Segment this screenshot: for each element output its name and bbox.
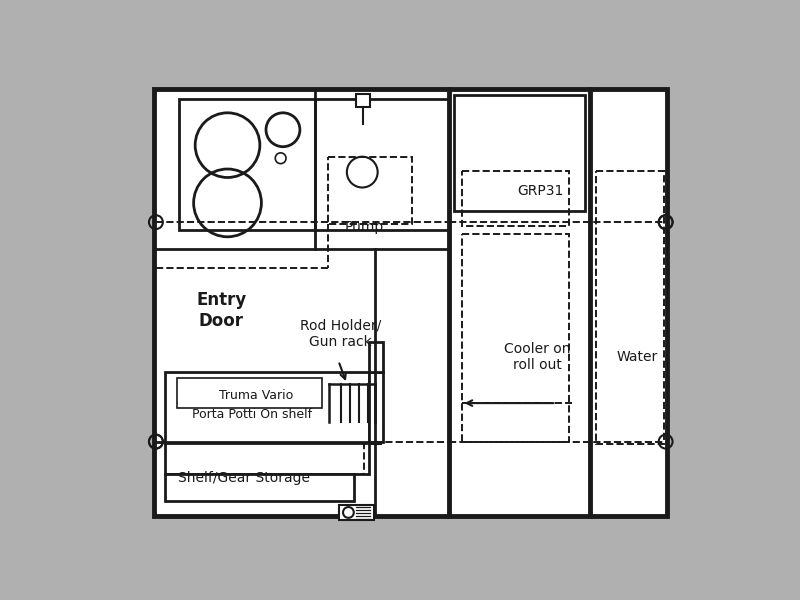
Text: Entry
Door: Entry Door xyxy=(196,292,246,330)
Text: Porta Potti On shelf: Porta Potti On shelf xyxy=(192,408,312,421)
Bar xyxy=(165,443,369,474)
Bar xyxy=(165,474,354,501)
Bar xyxy=(596,170,664,444)
Bar xyxy=(356,94,370,107)
Bar xyxy=(165,372,369,443)
Bar xyxy=(339,505,374,520)
Bar xyxy=(371,421,381,444)
Bar xyxy=(462,234,570,442)
Bar xyxy=(454,95,585,211)
Text: Cooler on
roll out: Cooler on roll out xyxy=(504,342,570,372)
Text: Pump: Pump xyxy=(344,220,383,234)
Bar xyxy=(154,89,667,515)
Text: Water: Water xyxy=(617,350,658,364)
Bar xyxy=(328,157,412,224)
Text: Truma Vario: Truma Vario xyxy=(219,389,293,402)
Bar xyxy=(369,341,383,372)
Text: Shelf/Gear Storage: Shelf/Gear Storage xyxy=(178,471,310,485)
Text: GRP31: GRP31 xyxy=(518,184,564,199)
Bar xyxy=(178,379,322,408)
Text: Rod Holder/
Gun rack: Rod Holder/ Gun rack xyxy=(300,319,382,349)
Bar xyxy=(462,170,570,226)
Bar xyxy=(369,372,383,442)
Bar xyxy=(179,99,315,230)
Bar xyxy=(315,99,449,230)
